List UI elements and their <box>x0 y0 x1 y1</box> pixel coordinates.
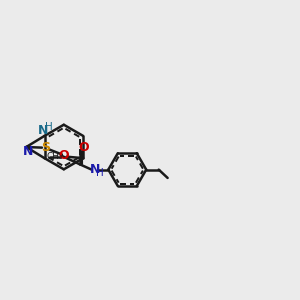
Text: N: N <box>38 124 48 137</box>
Text: S: S <box>41 141 50 154</box>
Text: O: O <box>78 141 88 154</box>
Text: N: N <box>89 163 100 176</box>
Text: O: O <box>58 149 68 162</box>
Text: H: H <box>45 122 53 132</box>
Text: CH₃: CH₃ <box>47 152 64 161</box>
Text: N: N <box>23 145 33 158</box>
Text: H: H <box>96 168 104 178</box>
